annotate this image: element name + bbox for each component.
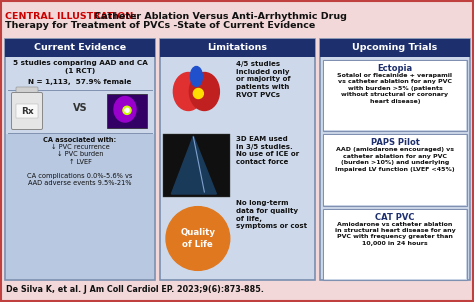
FancyBboxPatch shape bbox=[234, 59, 311, 132]
Text: Upcoming Trials: Upcoming Trials bbox=[352, 43, 438, 53]
Polygon shape bbox=[172, 136, 216, 194]
FancyBboxPatch shape bbox=[16, 104, 38, 118]
Text: 3D EAM used
in 3/5 studies.
No use of ICE or
contact force: 3D EAM used in 3/5 studies. No use of IC… bbox=[236, 136, 299, 165]
FancyBboxPatch shape bbox=[234, 198, 311, 278]
FancyBboxPatch shape bbox=[324, 135, 466, 205]
Circle shape bbox=[193, 88, 203, 98]
Text: Rx: Rx bbox=[21, 107, 33, 115]
Text: Amiodarone vs catheter ablation
in structural heart disease for any
PVC with fre: Amiodarone vs catheter ablation in struc… bbox=[335, 222, 456, 246]
FancyBboxPatch shape bbox=[5, 39, 155, 57]
Circle shape bbox=[125, 108, 129, 112]
FancyBboxPatch shape bbox=[11, 92, 43, 130]
FancyBboxPatch shape bbox=[160, 39, 315, 280]
Circle shape bbox=[123, 106, 131, 114]
Ellipse shape bbox=[191, 66, 202, 86]
Text: CAT PVC: CAT PVC bbox=[375, 213, 415, 222]
Text: Current Evidence: Current Evidence bbox=[34, 43, 126, 53]
Text: Sotalol or flecainide + verapamil
vs catheter ablation for any PVC
with burden >: Sotalol or flecainide + verapamil vs cat… bbox=[337, 73, 453, 104]
Text: (1 RCT): (1 RCT) bbox=[65, 68, 95, 74]
Text: VS: VS bbox=[73, 103, 87, 113]
FancyBboxPatch shape bbox=[6, 134, 154, 279]
Text: Catheter Ablation Versus Anti-Arrhythmic Drug: Catheter Ablation Versus Anti-Arrhythmic… bbox=[91, 12, 347, 21]
Text: CA complications 0.0%-5.6% vs: CA complications 0.0%-5.6% vs bbox=[27, 173, 133, 179]
Text: N = 1,113,  57.9% female: N = 1,113, 57.9% female bbox=[28, 79, 132, 85]
FancyBboxPatch shape bbox=[107, 94, 147, 128]
Text: ↑ LVEF: ↑ LVEF bbox=[69, 159, 91, 165]
Text: De Silva K, et al. J Am Coll Cardiol EP. 2023;9(6):873-885.: De Silva K, et al. J Am Coll Cardiol EP.… bbox=[6, 284, 264, 294]
Text: CA associated with:: CA associated with: bbox=[44, 137, 117, 143]
FancyBboxPatch shape bbox=[163, 59, 230, 132]
Ellipse shape bbox=[173, 72, 203, 111]
Text: CENTRAL ILLUSTRATION:: CENTRAL ILLUSTRATION: bbox=[5, 12, 137, 21]
Text: PAPS Pilot: PAPS Pilot bbox=[371, 138, 419, 147]
FancyBboxPatch shape bbox=[324, 61, 466, 130]
FancyBboxPatch shape bbox=[323, 134, 467, 206]
FancyBboxPatch shape bbox=[324, 210, 466, 279]
FancyBboxPatch shape bbox=[323, 60, 467, 131]
FancyBboxPatch shape bbox=[160, 39, 315, 57]
FancyBboxPatch shape bbox=[163, 134, 230, 197]
Text: Therapy for Treatment of PVCs -State of Current Evidence: Therapy for Treatment of PVCs -State of … bbox=[5, 21, 315, 30]
Text: ↓ PVC burden: ↓ PVC burden bbox=[57, 151, 103, 157]
Text: Limitations: Limitations bbox=[208, 43, 267, 53]
FancyBboxPatch shape bbox=[320, 39, 470, 280]
Text: Quality
of Life: Quality of Life bbox=[181, 228, 215, 249]
Text: AAD (amiodarone encouraged) vs
catheter ablation for any PVC
(burden >10%) and u: AAD (amiodarone encouraged) vs catheter … bbox=[335, 147, 455, 172]
Ellipse shape bbox=[114, 97, 136, 122]
Circle shape bbox=[166, 207, 230, 270]
Text: 5 studies comparing AAD and CA: 5 studies comparing AAD and CA bbox=[13, 60, 147, 66]
FancyBboxPatch shape bbox=[5, 39, 155, 280]
Ellipse shape bbox=[190, 72, 219, 111]
FancyBboxPatch shape bbox=[234, 134, 311, 197]
FancyBboxPatch shape bbox=[320, 39, 470, 57]
Text: No long-term
data for quality
of life,
symptoms or cost: No long-term data for quality of life, s… bbox=[236, 200, 307, 229]
Text: ↓ PVC recurrence: ↓ PVC recurrence bbox=[51, 144, 109, 150]
Text: 4/5 studies
included only
or majority of
patients with
RVOT PVCs: 4/5 studies included only or majority of… bbox=[236, 61, 290, 98]
FancyBboxPatch shape bbox=[323, 209, 467, 280]
Text: AAD adverse events 9.5%-21%: AAD adverse events 9.5%-21% bbox=[28, 180, 132, 186]
FancyBboxPatch shape bbox=[16, 87, 38, 95]
Text: Ectopia: Ectopia bbox=[377, 64, 412, 73]
